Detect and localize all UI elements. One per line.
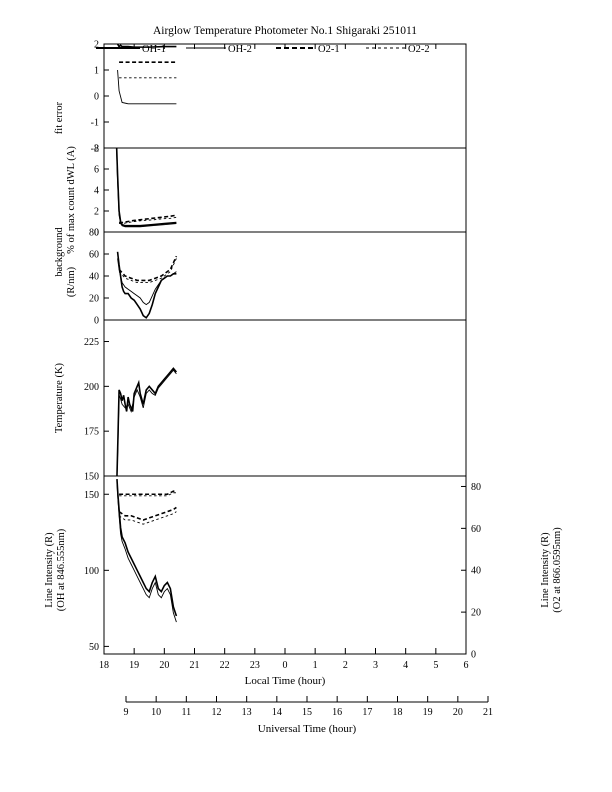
y-tick-label: 80 (471, 482, 481, 493)
panel-temperature (103, 319, 467, 477)
series-line-intensity-OH-1 (116, 478, 178, 617)
series-background-OH-1 (115, 147, 177, 227)
x-tick-label-universal: 10 (151, 707, 161, 718)
series-temperature-OH-2 (116, 369, 177, 477)
x-tick-label-universal: 15 (302, 707, 312, 718)
chart-data-layer (115, 43, 178, 623)
series-background-O2-1 (119, 214, 177, 224)
x-tick-label-local: 5 (433, 660, 438, 671)
series-temperature-OH-1 (116, 367, 178, 477)
y-axis-label-oh-wavelength: (OH at 846.555nm) (56, 528, 67, 611)
y-axis-label-background: background (54, 226, 65, 276)
y-axis-label-background-units: (R/nm) (66, 266, 77, 297)
x-tick-label-universal: 9 (124, 707, 129, 718)
y-tick-label: 0 (94, 316, 99, 327)
x-tick-label-local: 19 (129, 660, 139, 671)
y-tick-label: 175 (84, 427, 99, 438)
y-tick-label: 100 (84, 566, 99, 577)
x-tick-label-local: 21 (190, 660, 200, 671)
legend-label-o2-2: O2-2 (408, 44, 430, 55)
x-tick-label-local: 1 (313, 660, 318, 671)
panel-background (103, 231, 467, 321)
x-tick-label-local: 18 (99, 660, 109, 671)
series-line-intensity-O2-1 (119, 490, 177, 496)
y-axis-label-line-intensity-right: Line Intensity (R) (540, 532, 551, 608)
y-tick-label: 8 (94, 144, 99, 155)
y-tick-label: 20 (471, 608, 481, 619)
series-line-intensity-O2-2 (119, 492, 177, 497)
y-tick-label: 2 (94, 40, 99, 51)
panel-line-intensity (103, 475, 467, 655)
x-tick-label-local: 6 (464, 660, 469, 671)
y-tick-label: 50 (89, 642, 99, 653)
y-tick-label: 40 (471, 566, 481, 577)
x-tick-label-local: 3 (373, 660, 378, 671)
series-line-intensity-O2-low-1 (118, 506, 177, 521)
x-tick-label-local: 0 (283, 660, 288, 671)
y-tick-label: 60 (471, 524, 481, 535)
panel-fit-error (103, 43, 467, 149)
x-axis-label-local: Local Time (hour) (245, 675, 326, 687)
y-tick-label: 0 (94, 228, 99, 239)
y-tick-label: 80 (89, 228, 99, 239)
x-tick-label-universal: 13 (242, 707, 252, 718)
x-tick-label-local: 22 (220, 660, 230, 671)
x-tick-label-universal: 21 (483, 707, 493, 718)
x-tick-label-local: 2 (343, 660, 348, 671)
x-tick-label-universal: 16 (332, 707, 342, 718)
y-axis-label-temperature: Temperature (K) (54, 362, 65, 433)
y-tick-label: 150 (84, 472, 99, 483)
legend-label-oh-2: OH-2 (228, 44, 252, 55)
y-tick-label: 4 (94, 186, 99, 197)
y-tick-label: 0 (94, 92, 99, 103)
y-tick-label: 60 (89, 250, 99, 261)
series-line-intensity-OH-2 (116, 482, 177, 623)
series-background-secondary-OH-1 (116, 251, 177, 319)
y-axis-label-line-intensity: Line Intensity (R) (44, 532, 55, 608)
chart-frame (96, 43, 489, 703)
y-tick-label: 2 (94, 207, 99, 218)
y-axis-label-fit-error: fit error (54, 101, 65, 134)
y-tick-label: 225 (84, 337, 99, 348)
series-background-secondary-O2-2 (118, 258, 177, 284)
y-tick-label: 20 (89, 294, 99, 305)
x-tick-label-universal: 18 (393, 707, 403, 718)
series-background-secondary-OH-2 (117, 258, 177, 306)
x-tick-label-local: 20 (159, 660, 169, 671)
series-background-OH-2 (116, 152, 177, 228)
x-tick-label-universal: 20 (453, 707, 463, 718)
panel-background-pct (103, 147, 467, 233)
chart-title: Airglow Temperature Photometer No.1 Shig… (153, 25, 417, 37)
x-tick-label-universal: 11 (182, 707, 192, 718)
series-line-intensity-O2-low-2 (118, 511, 177, 525)
series-background-O2-2 (119, 216, 177, 225)
y-tick-label: 40 (89, 272, 99, 283)
x-tick-label-universal: 17 (362, 707, 372, 718)
x-tick-label-local: 4 (403, 660, 408, 671)
y-tick-label: -2 (91, 144, 99, 155)
x-tick-label-universal: 19 (423, 707, 433, 718)
y-axis-label-o2-wavelength: (O2 at 866.0595nm) (552, 527, 563, 613)
x-tick-label-local: 23 (250, 660, 260, 671)
y-axis-label-max-count: % of max count dWL (A) (66, 146, 77, 254)
x-tick-label-universal: 14 (272, 707, 282, 718)
y-tick-label: 150 (84, 490, 99, 501)
y-tick-label: 6 (94, 165, 99, 176)
y-tick-label: 0 (471, 650, 476, 661)
legend-label-oh-1: OH-1 (142, 44, 166, 55)
y-tick-label: -1 (91, 118, 99, 129)
series-fit-error-OH-2 (117, 69, 177, 105)
legend-label-o2-1: O2-1 (318, 44, 340, 55)
y-tick-label: 200 (84, 382, 99, 393)
series-fit-error-OH-1 (116, 43, 177, 48)
x-tick-label-universal: 12 (212, 707, 222, 718)
y-tick-label: 1 (94, 66, 99, 77)
x-axis-label-universal: Universal Time (hour) (258, 723, 357, 735)
series-background-secondary-O2-1 (118, 255, 178, 282)
